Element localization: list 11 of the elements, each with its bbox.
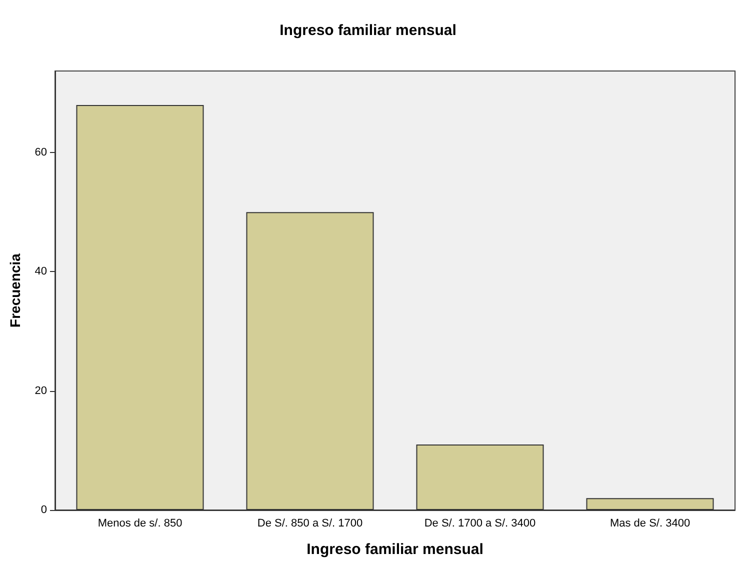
x-tick-label: Menos de s/. 850 xyxy=(98,518,182,530)
x-tick-label: Mas de S/. 3400 xyxy=(610,518,690,530)
x-axis-title: Ingreso familiar mensual xyxy=(306,541,484,558)
y-tick-label: 40 xyxy=(34,266,47,278)
x-tick-label: De S/. 850 a S/. 1700 xyxy=(257,518,363,530)
y-axis-title: Frecuencia xyxy=(7,253,23,328)
x-tick-label: De S/. 1700 a S/. 3400 xyxy=(424,518,536,530)
y-tick-label: 60 xyxy=(34,146,47,159)
chart-title: Ingreso familiar mensual xyxy=(280,22,456,39)
y-tick-label: 20 xyxy=(34,384,47,397)
y-tick-label: 0 xyxy=(40,504,47,516)
